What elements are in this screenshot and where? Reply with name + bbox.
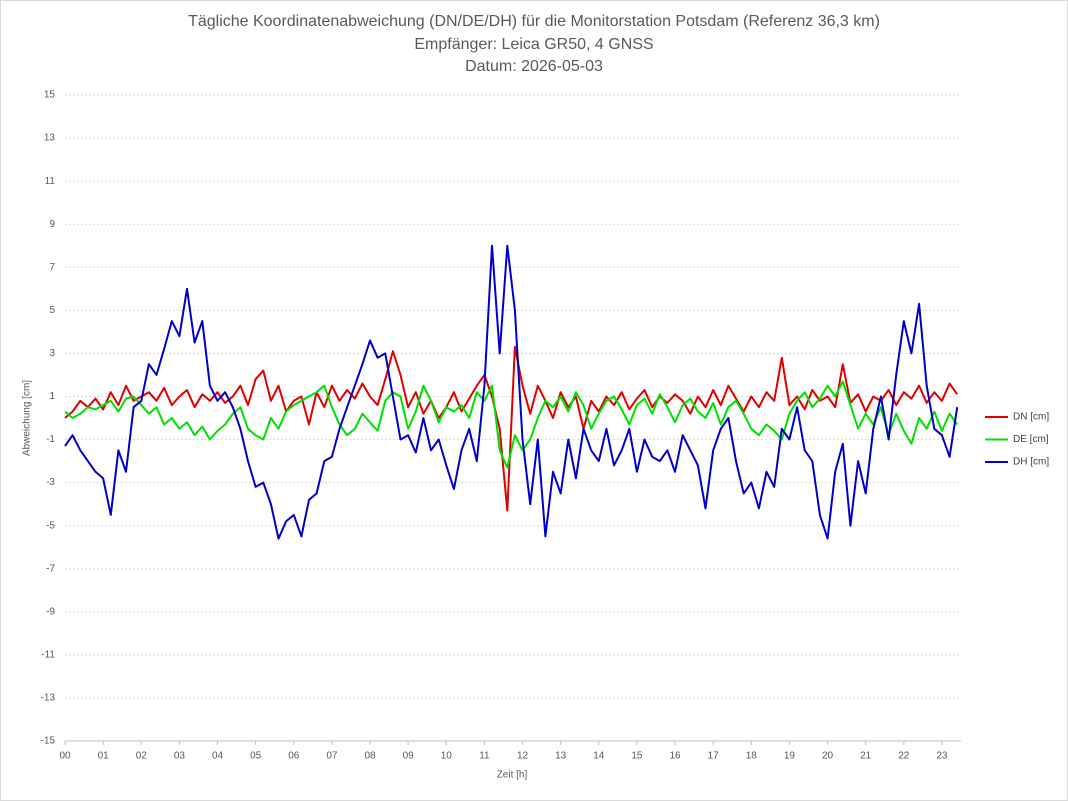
y-tick-label: -13 xyxy=(41,693,56,704)
y-tick-label: -7 xyxy=(46,563,55,574)
x-tick-label: 09 xyxy=(403,751,415,762)
chart-date: Datum: 2026-05-03 xyxy=(465,58,603,75)
x-tick-label: 15 xyxy=(631,751,643,762)
y-tick-label: 9 xyxy=(49,219,55,230)
y-tick-label: 15 xyxy=(44,90,56,101)
x-tick-label: 03 xyxy=(174,751,186,762)
y-tick-label: -5 xyxy=(46,520,55,531)
y-tick-label: 1 xyxy=(49,391,55,402)
x-tick-label: 13 xyxy=(555,751,567,762)
series-line xyxy=(64,244,959,540)
y-tick-label: 7 xyxy=(49,262,55,273)
y-tick-label: 13 xyxy=(44,133,56,144)
y-tick-label: 3 xyxy=(49,348,55,359)
y-tick-label: -15 xyxy=(41,736,56,747)
y-tick-label: -9 xyxy=(46,606,55,617)
x-tick-label: 10 xyxy=(441,751,453,762)
x-axis-label: Zeit [h] xyxy=(497,770,528,781)
x-tick-label: 19 xyxy=(784,751,796,762)
x-tick-label: 01 xyxy=(98,751,110,762)
x-tick-label: 00 xyxy=(59,751,71,762)
x-tick-label: 02 xyxy=(136,751,148,762)
x-tick-label: 07 xyxy=(326,751,338,762)
x-tick-label: 08 xyxy=(364,751,376,762)
y-tick-label: 5 xyxy=(49,305,55,316)
y-axis-label: Abweichung [cm] xyxy=(22,380,33,456)
x-tick-label: 23 xyxy=(936,751,948,762)
x-tick-label: 22 xyxy=(898,751,910,762)
x-tick-label: 05 xyxy=(250,751,262,762)
chart-subtitle: Empfänger: Leica GR50, 4 GNSS xyxy=(414,36,653,53)
x-tick-label: 14 xyxy=(593,751,605,762)
legend-label: DN [cm] xyxy=(1013,412,1049,423)
x-tick-label: 06 xyxy=(288,751,300,762)
x-tick-label: 12 xyxy=(517,751,529,762)
y-tick-label: 11 xyxy=(45,176,56,187)
legend-label: DH [cm] xyxy=(1013,457,1049,468)
legend-label: DE [cm] xyxy=(1013,434,1049,445)
x-tick-label: 16 xyxy=(669,751,681,762)
y-tick-label: -11 xyxy=(41,650,55,661)
chart-title: Tägliche Koordinatenabweichung (DN/DE/DH… xyxy=(188,13,880,30)
x-tick-label: 20 xyxy=(822,751,834,762)
x-tick-label: 04 xyxy=(212,751,224,762)
y-tick-label: -1 xyxy=(46,434,55,445)
x-tick-label: 21 xyxy=(860,751,872,762)
x-tick-label: 17 xyxy=(708,751,720,762)
x-tick-label: 11 xyxy=(479,751,490,762)
y-tick-label: -3 xyxy=(46,477,55,488)
x-tick-label: 18 xyxy=(746,751,758,762)
series-line xyxy=(64,380,959,469)
